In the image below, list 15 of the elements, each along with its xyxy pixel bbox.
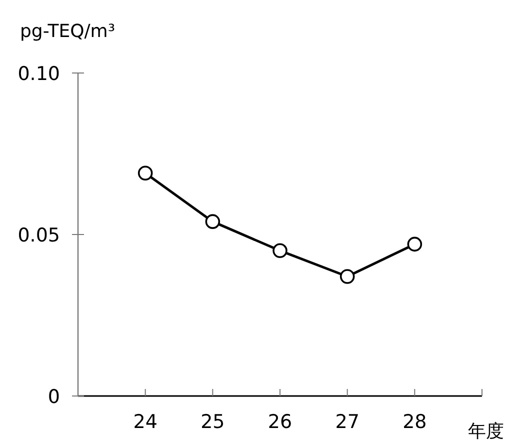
point: [272, 243, 288, 258]
point: [340, 269, 355, 284]
x-tick-label: 28: [402, 411, 427, 433]
x-tick-label: 27: [335, 411, 360, 433]
x-axis-title: 年度: [468, 421, 504, 442]
x-tick-label: 24: [133, 411, 158, 433]
point: [205, 214, 220, 229]
x-tick-label: 26: [268, 411, 292, 433]
x-tick-label: 25: [200, 411, 225, 433]
y-tick-label: 0.05: [18, 224, 60, 246]
point: [407, 236, 422, 252]
y-axis-title: pg-TEQ/m³: [20, 21, 116, 42]
point: [138, 166, 153, 181]
y-tick-label: 0.10: [18, 63, 60, 85]
y-tick-label: 0: [48, 386, 60, 408]
